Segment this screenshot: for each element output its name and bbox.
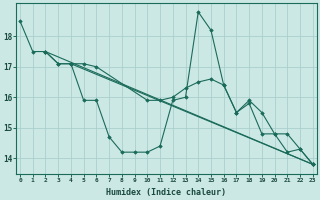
X-axis label: Humidex (Indice chaleur): Humidex (Indice chaleur) — [107, 188, 227, 197]
